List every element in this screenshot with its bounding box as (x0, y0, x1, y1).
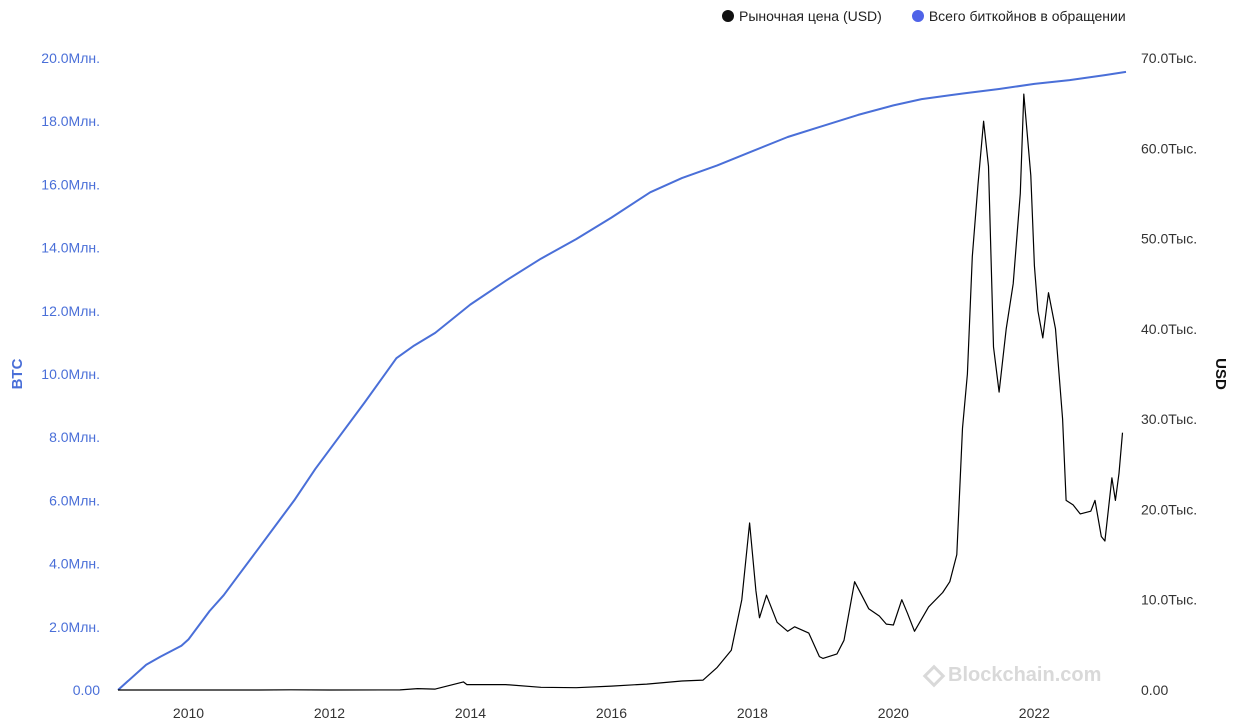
left-tick-label: 14.0Млн. (41, 240, 100, 256)
left-tick-label: 10.0Млн. (41, 366, 100, 382)
legend: Рыночная цена (USD) Всего биткойнов в об… (722, 8, 1126, 24)
x-tick-label: 2018 (737, 705, 768, 721)
x-tick-label: 2010 (173, 705, 204, 721)
watermark-text: Blockchain.com (948, 664, 1102, 686)
x-tick-label: 2020 (878, 705, 909, 721)
x-tick-label: 2014 (455, 705, 486, 721)
left-tick-label: 16.0Млн. (41, 176, 100, 192)
legend-label-price: Рыночная цена (USD) (739, 8, 882, 24)
left-axis-title: BTC (9, 358, 26, 389)
watermark: Blockchain.com (922, 664, 1102, 687)
legend-dot-supply (911, 10, 924, 22)
left-axis-ticks: 0.00 2.0Млн. 4.0Млн. 6.0Млн. 8.0Млн. 10.0Млн.… (41, 50, 100, 698)
right-tick-label: 50.0Тыс. (1141, 231, 1197, 247)
right-tick-label: 10.0Тыс. (1141, 592, 1197, 608)
legend-dot-price (722, 10, 734, 22)
blockchain-logo-icon (922, 664, 946, 687)
x-tick-label: 2022 (1019, 705, 1050, 721)
left-tick-label: 8.0Млн. (49, 429, 100, 445)
left-tick-label: 6.0Млн. (49, 492, 100, 508)
left-tick-label: 20.0Млн. (41, 50, 100, 66)
right-tick-label: 40.0Тыс. (1141, 321, 1197, 337)
left-tick-label: 4.0Млн. (49, 556, 100, 572)
legend-label-supply: Всего биткойнов в обращении (928, 8, 1126, 24)
left-tick-label: 0.00 (73, 682, 100, 698)
series-layer (117, 70, 1127, 691)
x-axis-ticks: 2010 2012 2014 2016 2018 2020 2022 (173, 705, 1050, 721)
right-tick-label: 20.0Тыс. (1141, 501, 1197, 517)
legend-item-supply[interactable]: Всего биткойнов в обращении (911, 8, 1126, 24)
right-axis-ticks: 0.00 10.0Тыс. 20.0Тыс. 30.0Тыс. 40.0Тыс. 50.0… (1141, 50, 1197, 698)
left-tick-label: 2.0Млн. (49, 619, 100, 635)
x-tick-label: 2012 (314, 705, 345, 721)
price-series-line (118, 93, 1124, 691)
supply-series-line (117, 70, 1127, 691)
x-tick-label: 2016 (596, 705, 627, 721)
left-tick-label: 12.0Млн. (41, 303, 100, 319)
right-tick-label: 30.0Тыс. (1141, 411, 1197, 427)
right-tick-label: 60.0Тыс. (1141, 140, 1197, 156)
right-tick-label: 0.00 (1141, 682, 1168, 698)
left-tick-label: 18.0Млн. (41, 113, 100, 129)
right-axis-title: USD (1212, 358, 1229, 390)
right-tick-label: 70.0Тыс. (1141, 50, 1197, 66)
legend-item-price[interactable]: Рыночная цена (USD) (722, 8, 882, 24)
